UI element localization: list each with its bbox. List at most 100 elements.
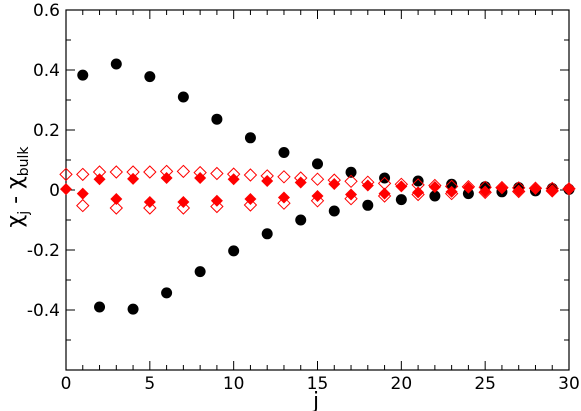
- data-point-diamond-filled: [110, 193, 123, 205]
- data-point-circle: [127, 303, 139, 315]
- data-point-circle: [312, 158, 323, 170]
- data-point-diamond-open: [545, 181, 559, 196]
- data-point-diamond-filled: [412, 186, 425, 199]
- y-axis-label: χj - χbulk: [3, 146, 32, 228]
- data-point-diamond-open: [377, 189, 392, 203]
- data-point-diamond-filled: [395, 180, 408, 193]
- data-point-diamond-open: [176, 164, 191, 179]
- data-point-circle: [345, 166, 357, 178]
- data-point-diamond-open: [176, 201, 191, 215]
- x-axis-label: j: [312, 389, 319, 411]
- data-point-diamond-open: [277, 170, 291, 184]
- x-tick-label: 5: [144, 374, 155, 394]
- data-point-circle: [261, 228, 273, 240]
- data-point-circle: [412, 175, 424, 187]
- y-label-minus: -: [3, 189, 28, 211]
- x-tick-label: 15: [307, 374, 329, 394]
- x-tick-label: 30: [558, 374, 580, 394]
- y-tick-label: 0: [49, 181, 60, 201]
- series-open-diamond: [59, 164, 576, 215]
- data-point-circle: [446, 178, 458, 190]
- data-point-diamond-filled: [378, 187, 391, 200]
- x-tick-label: 25: [474, 374, 496, 394]
- x-tick-label: 10: [223, 374, 245, 394]
- data-point-circle: [110, 58, 122, 70]
- data-point-diamond-open: [243, 198, 258, 212]
- data-point-circle: [328, 205, 340, 217]
- axis-ticks: [65, 9, 570, 370]
- data-point-diamond-open: [159, 164, 174, 179]
- data-marks: [59, 58, 576, 315]
- data-point-diamond-open: [243, 168, 258, 182]
- data-point-diamond-open: [344, 174, 358, 189]
- y-label-sub-j: j: [16, 211, 32, 216]
- data-point-diamond-open: [310, 194, 325, 208]
- data-point-diamond-filled: [361, 179, 374, 192]
- tick-labels: 0 5 10 15 20 25 30 -0.4 -0.2 0 0.2 0.4 0.6: [27, 1, 580, 394]
- y-label-sub-bulk: bulk: [16, 146, 32, 177]
- data-point-diamond-filled: [76, 187, 89, 200]
- data-point-circle: [228, 245, 240, 257]
- data-point-diamond-open: [294, 171, 308, 185]
- data-point-diamond-open: [76, 198, 90, 213]
- data-point-circle: [194, 266, 206, 278]
- y-tick-label: -0.2: [27, 241, 60, 261]
- data-point-diamond-filled: [127, 172, 140, 185]
- data-point-diamond-open: [109, 165, 124, 179]
- data-point-diamond-filled: [60, 183, 72, 196]
- data-point-diamond-open: [562, 182, 576, 196]
- data-point-diamond-open: [361, 175, 375, 189]
- data-point-diamond-open: [210, 199, 224, 214]
- y-tick-label: -0.4: [27, 301, 60, 321]
- data-point-diamond-open: [444, 186, 459, 201]
- y-label-chi: χ: [3, 215, 28, 228]
- data-point-diamond-open: [528, 181, 543, 195]
- data-point-diamond-filled: [428, 181, 441, 193]
- data-point-diamond-filled: [328, 178, 341, 190]
- data-point-circle: [362, 199, 374, 211]
- data-point-circle: [395, 194, 407, 206]
- data-point-diamond-filled: [462, 181, 475, 194]
- data-point-diamond-open: [344, 191, 358, 206]
- data-point-diamond-filled: [93, 173, 106, 186]
- data-point-diamond-open: [511, 184, 526, 199]
- data-point-diamond-open: [226, 167, 241, 181]
- y-label-chi-bulk: χ: [3, 176, 28, 189]
- data-point-diamond-filled: [479, 185, 492, 198]
- data-point-circle: [244, 132, 256, 144]
- data-point-diamond-filled: [261, 175, 274, 187]
- data-point-diamond-open: [411, 187, 425, 202]
- data-point-diamond-open: [411, 178, 425, 192]
- data-point-diamond-open: [92, 165, 107, 179]
- data-point-diamond-open: [76, 167, 90, 182]
- data-point-circle: [295, 214, 307, 226]
- data-point-diamond-open: [478, 180, 492, 195]
- data-point-diamond-open: [461, 179, 476, 194]
- y-tick-label: 0.4: [33, 61, 60, 81]
- data-point-diamond-open: [143, 165, 157, 179]
- y-tick-label: 0.2: [33, 121, 60, 141]
- y-tick-label: 0.6: [33, 1, 60, 21]
- data-point-diamond-open: [260, 169, 274, 183]
- data-point-circle: [161, 287, 173, 299]
- data-point-circle: [177, 91, 189, 103]
- data-point-circle: [278, 147, 290, 158]
- x-tick-label: 0: [61, 374, 72, 394]
- data-point-diamond-open: [59, 167, 73, 182]
- data-point-diamond-open: [495, 180, 509, 195]
- data-point-diamond-open: [277, 196, 291, 210]
- data-point-diamond-open: [327, 173, 341, 187]
- data-point-diamond-open: [310, 172, 325, 186]
- data-point-diamond-open: [444, 179, 459, 194]
- data-point-diamond-open: [126, 165, 140, 179]
- data-point-diamond-filled: [311, 190, 324, 202]
- data-point-diamond-open: [511, 181, 526, 195]
- data-point-diamond-open: [109, 201, 124, 215]
- data-point-diamond-open: [394, 177, 409, 192]
- data-point-circle: [429, 190, 441, 202]
- data-point-diamond-open: [545, 184, 559, 198]
- data-point-diamond-filled: [345, 188, 358, 201]
- data-point-diamond-open: [143, 201, 157, 215]
- data-point-diamond-open: [478, 185, 492, 200]
